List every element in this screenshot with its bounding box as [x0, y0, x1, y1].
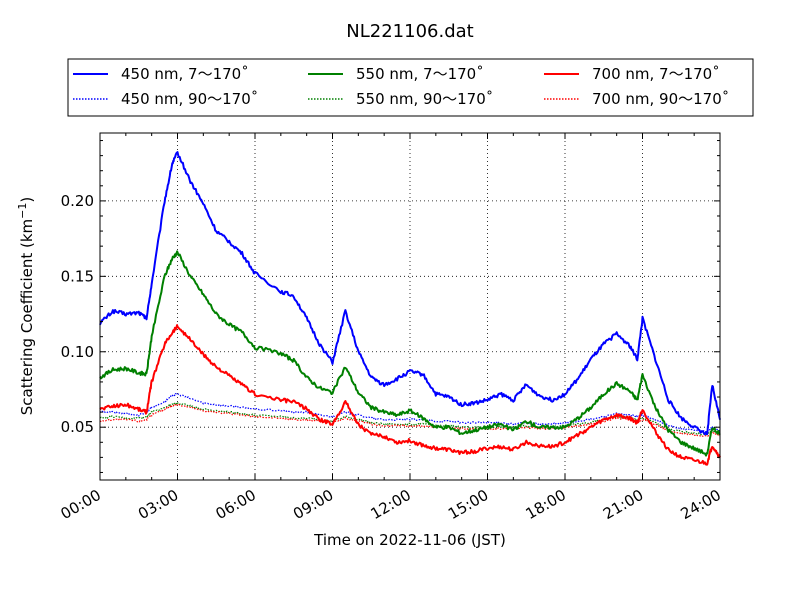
legend-label-1: 450 nm, 90～170˚ — [121, 90, 258, 108]
x-tick-label: 21:00 — [600, 486, 646, 523]
x-tick-label: 18:00 — [523, 486, 569, 523]
x-tick-label: 24:00 — [678, 486, 724, 523]
y-tick-label: 0.10 — [61, 343, 94, 361]
legend-label-5: 700 nm, 90～170˚ — [592, 90, 729, 108]
legend-label-2: 550 nm, 7～170˚ — [356, 65, 484, 83]
legend-label-4: 700 nm, 7～170˚ — [592, 65, 720, 83]
chart-title: NL221106.dat — [346, 21, 473, 42]
x-axis-label: Time on 2022-11-06 (JST) — [313, 531, 506, 549]
y-tick-label: 0.15 — [61, 267, 94, 285]
x-tick-label: 06:00 — [213, 486, 259, 523]
x-tick-label: 09:00 — [290, 486, 336, 523]
series-line-0 — [99, 151, 721, 436]
legend-label-3: 550 nm, 90～170˚ — [356, 90, 493, 108]
legend-frame — [67, 58, 754, 117]
series-line-4 — [99, 324, 721, 466]
legend-label-0: 450 nm, 7～170˚ — [121, 65, 249, 83]
plot-area — [99, 132, 721, 481]
x-tick-label: 03:00 — [135, 486, 181, 523]
series-line-1 — [99, 393, 721, 433]
series-line-2 — [99, 250, 721, 457]
plot-frame — [99, 132, 721, 481]
x-tick-label: 12:00 — [368, 486, 414, 523]
legend: 450 nm, 7～170˚ 450 nm, 90～170˚ 550 nm, 7～1… — [67, 58, 754, 117]
y-tick-label: 0.20 — [61, 192, 94, 210]
series-line-3 — [99, 401, 721, 436]
y-axis-label: Scattering Coefficient (km−1) — [16, 197, 36, 416]
y-tick-label: 0.05 — [61, 418, 94, 436]
x-tick-label: 15:00 — [445, 486, 491, 523]
x-tick-label: 00:00 — [58, 486, 104, 523]
